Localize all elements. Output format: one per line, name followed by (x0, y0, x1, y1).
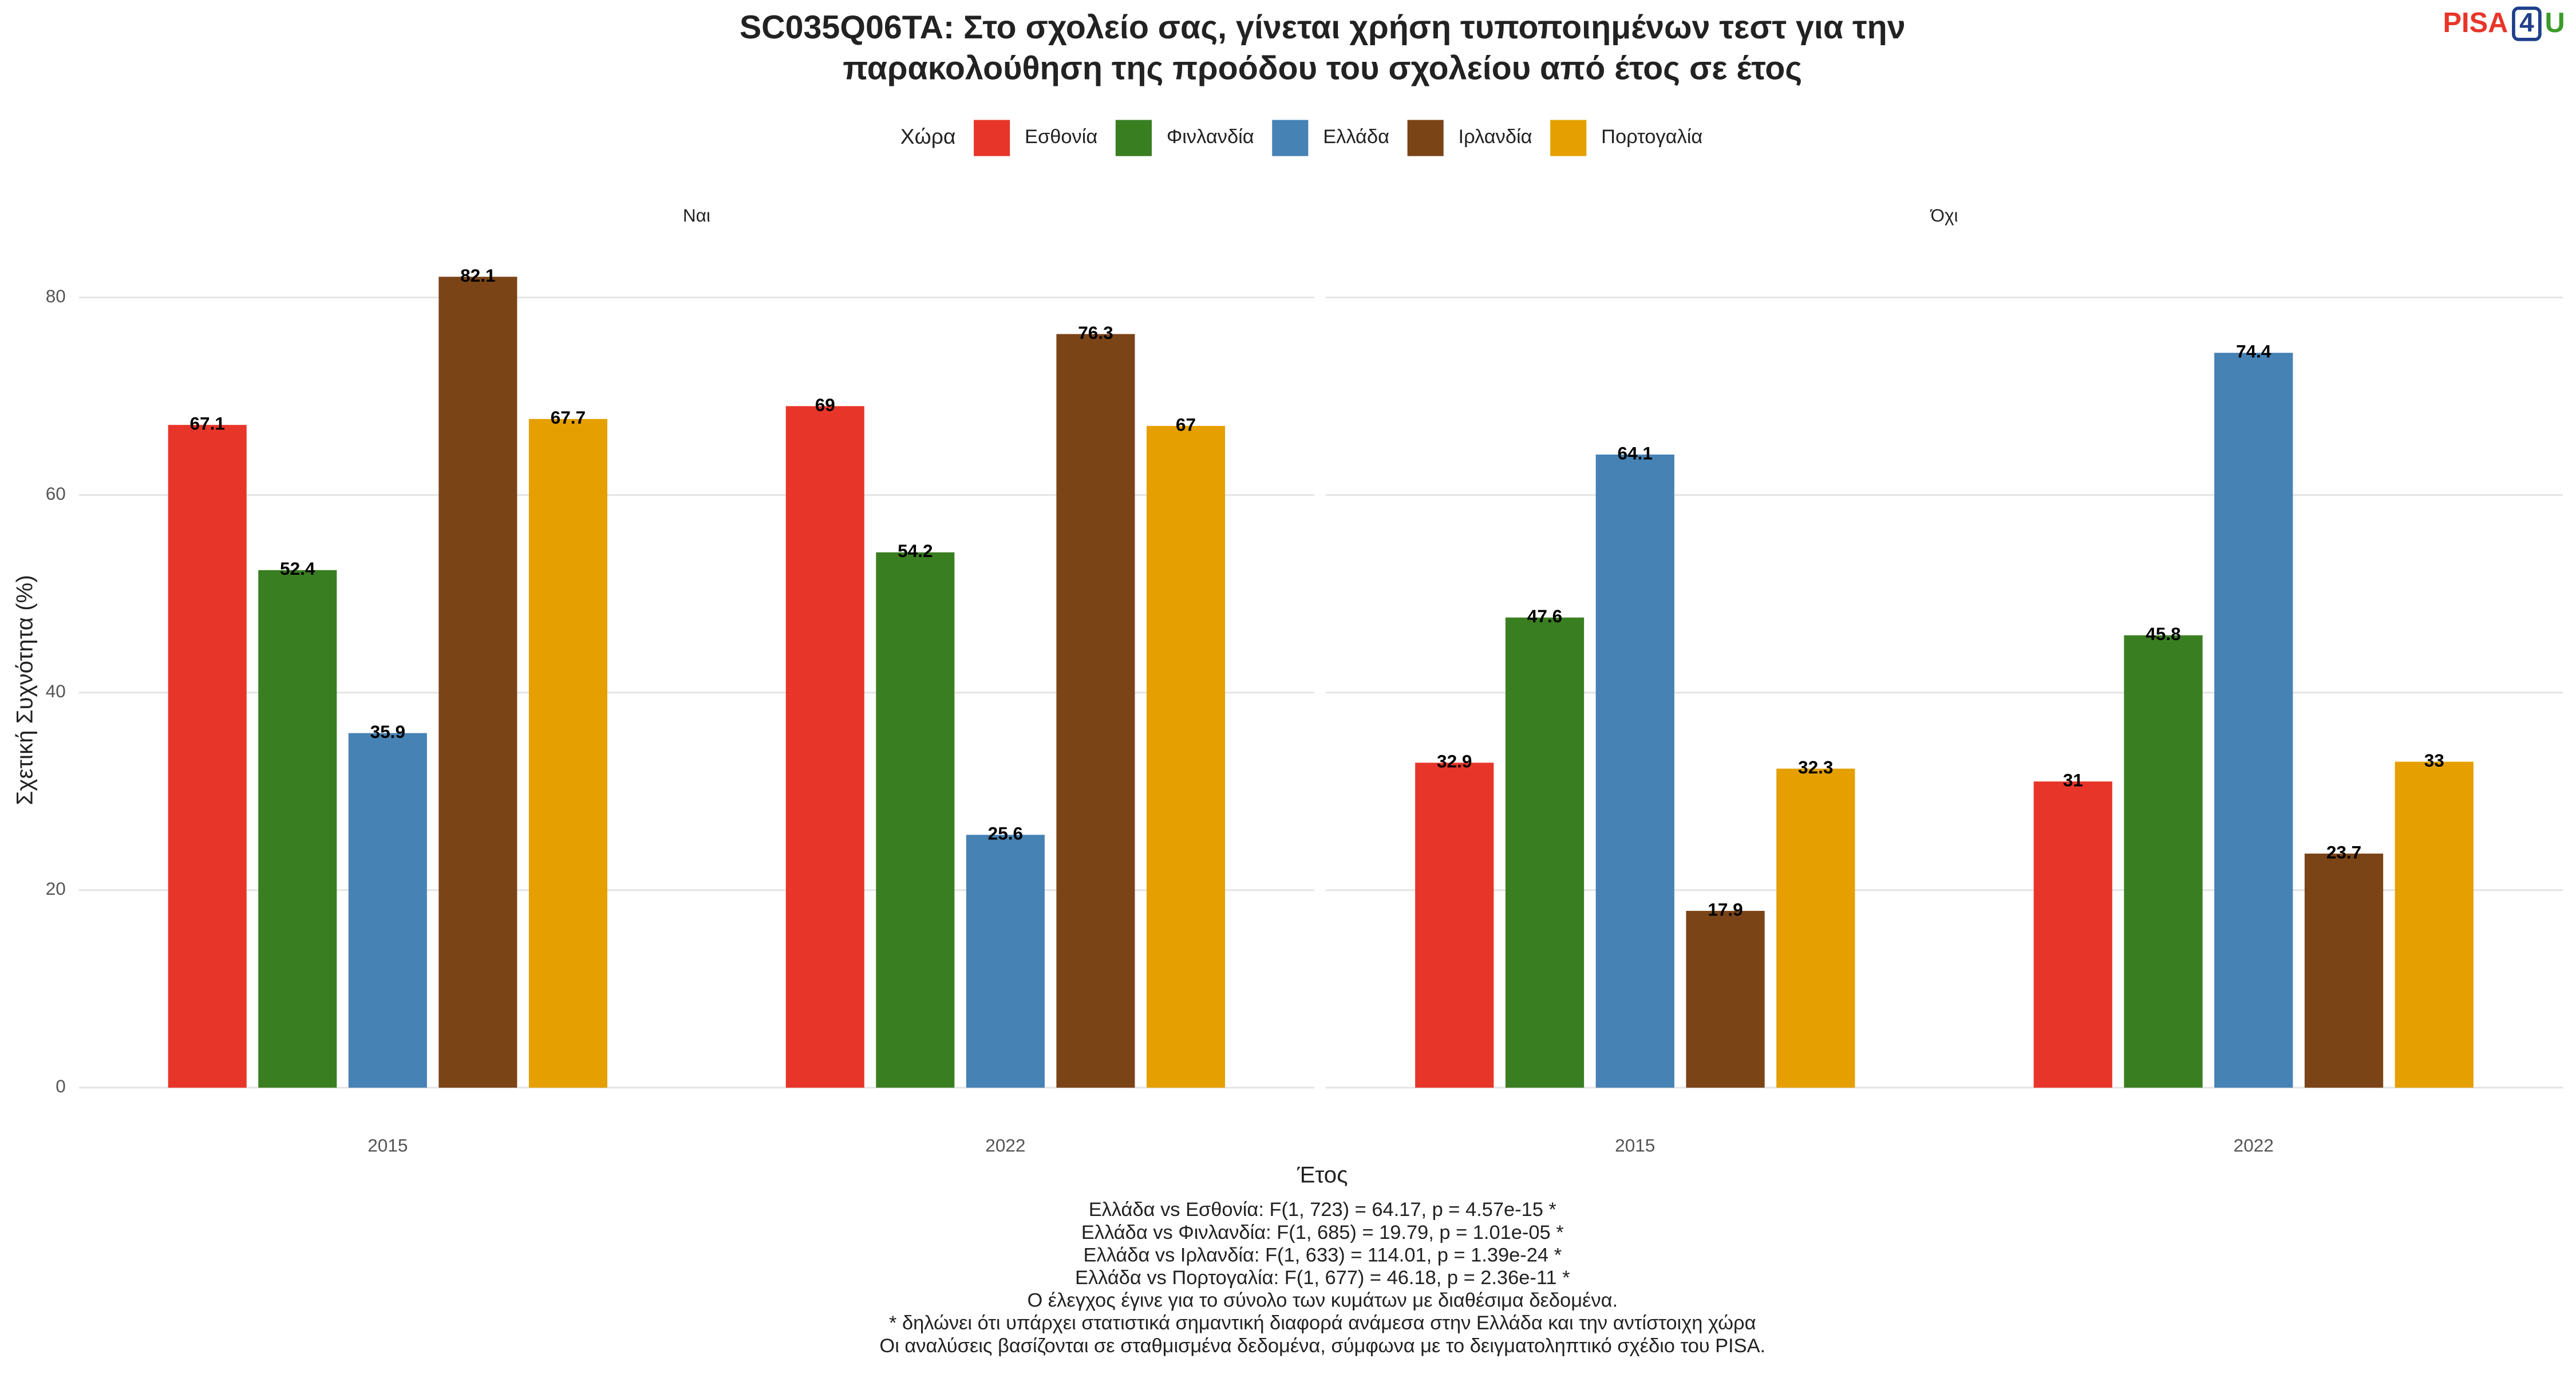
value-label: 54.2 (898, 540, 933, 561)
legend-label: Φινλανδία (1167, 126, 1254, 148)
bar (2124, 635, 2203, 1088)
facet-label: Όχι (1930, 205, 1958, 226)
value-label: 82.1 (460, 265, 495, 286)
value-label: 67.1 (190, 413, 225, 434)
value-label: 67 (1176, 414, 1196, 435)
note: Ελλάδα vs Εσθονία: F(1, 723) = 64.17, p … (1089, 1199, 1556, 1221)
value-label: 45.8 (2146, 623, 2180, 644)
note: * δηλώνει ότι υπάρχει στατιστικά σημαντι… (889, 1312, 1756, 1334)
value-label: 31 (2063, 769, 2083, 790)
value-label: 32.3 (1798, 757, 1833, 777)
logo: 4 (2519, 7, 2534, 37)
bar (1415, 763, 1494, 1088)
bar (2395, 761, 2474, 1088)
bar (1056, 334, 1135, 1088)
x-tick-label: 2022 (2234, 1135, 2274, 1156)
bar (348, 733, 427, 1088)
value-label: 17.9 (1708, 899, 1743, 919)
legend-swatch (1407, 120, 1444, 156)
bar (258, 570, 337, 1088)
note: Ελλάδα vs Πορτογαλία: F(1, 677) = 46.18,… (1075, 1267, 1570, 1289)
bar (2033, 781, 2112, 1088)
x-tick-label: 2015 (1615, 1135, 1655, 1156)
bar (1146, 425, 1226, 1088)
bar (1595, 454, 1674, 1088)
legend-swatch (1550, 120, 1587, 156)
legend-label: Εσθονία (1025, 126, 1097, 148)
x-axis-label: Έτος (1297, 1162, 1348, 1187)
chart-title: παρακολούθηση της προόδου του σχολείου α… (843, 50, 1802, 87)
value-label: 52.4 (280, 558, 315, 579)
value-label: 33 (2424, 750, 2444, 771)
logo-box (2512, 6, 2542, 41)
value-label: 76.3 (1078, 322, 1113, 343)
logo: U (2545, 7, 2565, 38)
bar (1505, 617, 1585, 1088)
y-tick-label: 40 (46, 681, 66, 701)
bar (438, 277, 517, 1088)
x-tick-label: 2022 (985, 1135, 1025, 1156)
note: Οι αναλύσεις βασίζονται σε σταθμισμένα δ… (879, 1335, 1765, 1357)
y-axis-label: Σχετική Συχνότητα (%) (12, 575, 38, 805)
legend-swatch (974, 120, 1010, 156)
value-label: 47.6 (1527, 606, 1562, 626)
value-label: 74.4 (2236, 341, 2271, 362)
chart-title: SC035Q06TA: Στο σχολείο σας, γίνεται χρή… (740, 9, 1906, 46)
x-tick-label: 2015 (368, 1135, 408, 1156)
bar (1686, 911, 1765, 1088)
facet-label: Ναι (683, 205, 710, 226)
legend-swatch (1272, 120, 1309, 156)
bar (2304, 853, 2384, 1088)
value-label: 32.9 (1437, 751, 1472, 772)
y-tick-label: 60 (46, 483, 66, 504)
value-label: 69 (815, 394, 835, 415)
bar (168, 425, 247, 1088)
note: Ελλάδα vs Φινλανδία: F(1, 685) = 19.79, … (1081, 1222, 1564, 1243)
legend-swatch (1115, 120, 1152, 156)
bar (528, 418, 607, 1088)
y-tick-label: 80 (46, 286, 66, 306)
bar (785, 406, 864, 1088)
legend-label: Ιρλανδία (1459, 126, 1532, 148)
legend-label: Ελλάδα (1323, 126, 1389, 148)
value-label: 35.9 (370, 721, 405, 742)
legend-label: Πορτογαλία (1601, 126, 1702, 148)
y-tick-label: 20 (46, 878, 66, 899)
note: Ελλάδα vs Ιρλανδία: F(1, 633) = 114.01, … (1084, 1244, 1562, 1266)
y-tick-label: 0 (56, 1076, 66, 1096)
value-label: 64.1 (1618, 443, 1653, 463)
bar (2214, 353, 2293, 1088)
logo: PISA (2443, 7, 2508, 38)
note: Ο έλεγχος έγινε για το σύνολο των κυμάτω… (1027, 1290, 1618, 1312)
legend-title: Χώρα (900, 124, 956, 148)
bar (966, 835, 1045, 1088)
value-label: 25.6 (988, 823, 1023, 844)
value-label: 23.7 (2326, 842, 2361, 862)
bar (876, 552, 955, 1088)
bar (1776, 768, 1855, 1088)
value-label: 67.7 (551, 407, 586, 428)
